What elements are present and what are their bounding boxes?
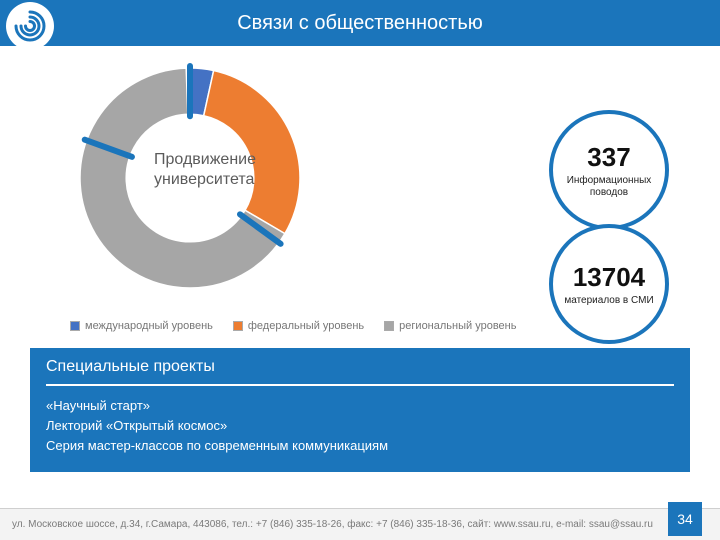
projects-heading: Специальные проекты: [46, 358, 674, 384]
legend-swatch: [384, 321, 394, 331]
stat-label: материалов в СМИ: [558, 295, 659, 307]
stat-label: Информационных поводов: [553, 175, 665, 198]
legend-label: федеральный уровень: [248, 320, 364, 332]
donut-chart: Продвижение университета: [70, 58, 370, 308]
page-number-badge: 34: [668, 502, 702, 536]
stat-circle: 13704 материалов в СМИ: [549, 224, 669, 344]
slide-title: Связи с общественностью: [237, 12, 483, 35]
footer-bar: ул. Московское шоссе, д.34, г.Самара, 44…: [0, 508, 720, 540]
stat-value: 337: [587, 142, 630, 173]
projects-list: «Научный старт» Лекторий «Открытый космо…: [46, 396, 674, 456]
stat-circle: 337 Информационных поводов: [549, 110, 669, 230]
footer-text: ул. Московское шоссе, д.34, г.Самара, 44…: [12, 519, 653, 530]
legend-item: региональный уровень: [384, 320, 516, 332]
legend-label: региональный уровень: [399, 320, 516, 332]
main-area: Продвижение университета 337 Информацион…: [0, 50, 720, 350]
stat-value: 13704: [573, 262, 645, 293]
stat-circles: 337 Информационных поводов 13704 материа…: [534, 110, 684, 344]
legend-swatch: [70, 321, 80, 331]
legend-item: федеральный уровень: [233, 320, 364, 332]
logo-icon: [6, 2, 54, 50]
legend-swatch: [233, 321, 243, 331]
legend-item: международный уровень: [70, 320, 213, 332]
page-number: 34: [677, 511, 693, 527]
title-bar: Связи с общественностью: [0, 0, 720, 46]
list-item: «Научный старт»: [46, 396, 674, 416]
projects-block: Специальные проекты «Научный старт» Лект…: [30, 348, 690, 472]
list-item: Лекторий «Открытый космос»: [46, 416, 674, 436]
chart-legend: международный уровень федеральный уровен…: [70, 320, 516, 332]
list-item: Серия мастер-классов по современным комм…: [46, 436, 674, 456]
divider: [46, 384, 674, 386]
donut-center-label: Продвижение университета: [154, 150, 274, 190]
legend-label: международный уровень: [85, 320, 213, 332]
